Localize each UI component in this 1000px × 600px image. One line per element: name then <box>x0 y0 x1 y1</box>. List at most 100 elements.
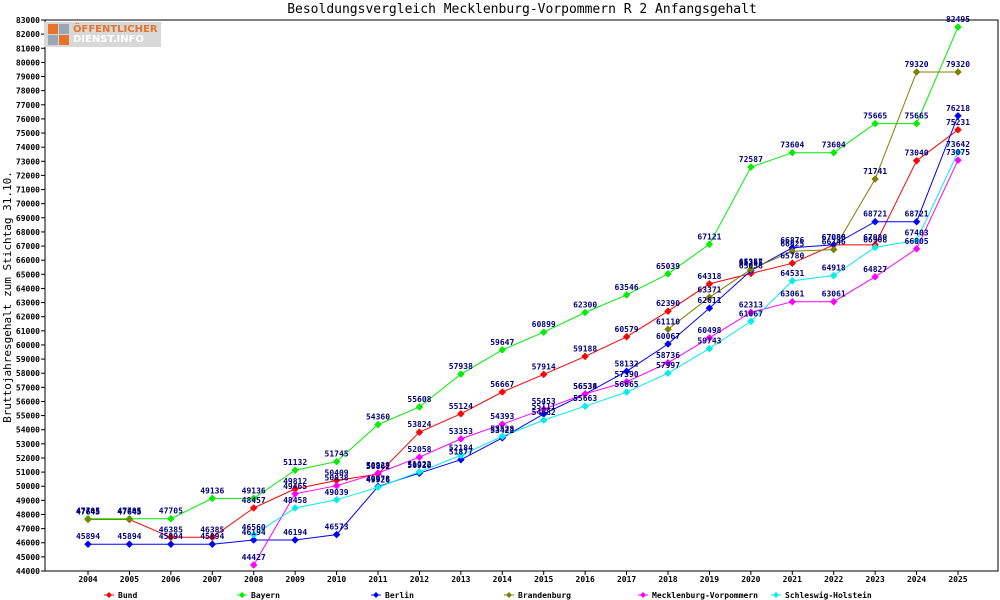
logo-mark-icon <box>47 24 69 46</box>
series-line <box>88 26 959 520</box>
publisher-logo: ÖFFENTLICHER DIENST.INFO <box>44 22 161 47</box>
data-point <box>291 536 299 544</box>
data-label: 51022 <box>407 460 431 469</box>
data-point <box>912 156 921 165</box>
x-tick-label: 2012 <box>410 575 429 584</box>
data-point <box>664 369 672 378</box>
legend-item-berlin: Berlin <box>371 590 414 600</box>
data-label: 73642 <box>946 140 970 149</box>
data-point <box>498 420 507 429</box>
data-label: 57390 <box>615 370 639 379</box>
data-point <box>871 119 879 128</box>
data-label: 75231 <box>946 118 970 127</box>
data-point <box>84 540 92 549</box>
data-label: 56667 <box>490 380 514 389</box>
data-point <box>457 409 465 418</box>
data-point <box>581 390 589 398</box>
data-label: 53528 <box>490 424 514 433</box>
series-berlin <box>84 111 962 549</box>
y-tick-label: 47000 <box>16 525 40 534</box>
series-line <box>667 71 958 330</box>
data-label: 46385 <box>200 525 224 534</box>
y-tick-label: 70000 <box>16 200 40 209</box>
data-point <box>84 515 92 524</box>
x-tick-label: 2022 <box>824 575 843 584</box>
legend: Bund Bayern Berlin Brandenburg Mecklenburg-V… <box>104 590 872 600</box>
data-point <box>622 367 631 376</box>
data-point <box>167 514 175 523</box>
data-point <box>415 453 424 462</box>
data-label: 67121 <box>697 232 721 241</box>
y-tick-label: 58000 <box>16 369 40 378</box>
data-label: 52058 <box>407 445 431 454</box>
data-label: 64827 <box>863 265 887 274</box>
data-point <box>912 244 921 253</box>
data-label: 53824 <box>407 420 431 429</box>
y-tick-label: 44000 <box>16 567 40 576</box>
series-lines <box>84 23 962 569</box>
x-axis: 2004 2005 2006 2007 2008 2009 2010 2011 2012 2013… <box>78 571 968 584</box>
data-label: 66805 <box>905 237 929 246</box>
data-point <box>788 259 797 268</box>
data-label: 47645 <box>76 508 100 517</box>
data-label: 55453 <box>532 397 556 406</box>
data-label: 53353 <box>449 427 473 436</box>
data-point <box>788 148 797 157</box>
data-point <box>539 328 548 337</box>
data-label: 75665 <box>905 112 929 121</box>
x-tick-label: 2020 <box>741 575 760 584</box>
y-tick-label: 67000 <box>16 242 40 251</box>
data-point <box>788 297 797 306</box>
data-point <box>829 271 838 280</box>
data-label: 46573 <box>325 523 349 532</box>
legend-marker-icon <box>239 592 245 598</box>
data-label: 45894 <box>159 532 183 541</box>
data-label: 58736 <box>656 351 680 360</box>
data-point <box>954 111 962 120</box>
legend-label: Mecklenburg-Vorpommern <box>652 591 758 600</box>
data-label: 49039 <box>325 488 349 497</box>
data-label: 49978 <box>366 475 390 484</box>
legend-label: Berlin <box>385 590 414 600</box>
y-tick-label: 83000 <box>16 16 40 25</box>
data-label: 47645 <box>76 508 100 517</box>
data-label: 49812 <box>283 477 307 486</box>
data-label: 59188 <box>573 344 597 353</box>
data-label: 65780 <box>780 251 804 260</box>
data-point <box>622 291 631 299</box>
data-label: 46194 <box>283 528 307 537</box>
data-point <box>954 125 962 134</box>
y-tick-label: 80000 <box>16 58 40 67</box>
data-point <box>332 481 341 490</box>
data-label: 63061 <box>780 290 804 299</box>
y-tick-label: 79000 <box>16 73 40 82</box>
x-tick-label: 2010 <box>327 575 346 584</box>
data-label: 50862 <box>366 462 390 471</box>
legend-marker-icon <box>373 592 379 598</box>
data-label: 48457 <box>242 496 266 505</box>
data-point <box>291 466 299 475</box>
legend-item-bayern: Bayern <box>237 591 280 600</box>
data-label: 73604 <box>822 141 846 150</box>
data-label: 55663 <box>573 394 597 403</box>
data-label: 51745 <box>325 450 349 459</box>
y-tick-label: 74000 <box>16 143 40 152</box>
data-point <box>581 352 589 361</box>
data-point <box>705 334 714 342</box>
y-tick-label: 73000 <box>16 157 40 166</box>
data-label: 55608 <box>407 395 431 404</box>
y-tick-label: 76000 <box>16 115 40 124</box>
data-label: 75665 <box>863 112 887 121</box>
data-point <box>954 68 962 76</box>
data-point <box>954 23 962 31</box>
data-point <box>829 148 838 157</box>
data-point <box>498 346 507 354</box>
y-tick-label: 57000 <box>16 383 40 392</box>
data-label: 68721 <box>905 210 929 219</box>
series-line <box>253 151 959 536</box>
data-label: 73604 <box>780 141 804 150</box>
data-point <box>747 265 755 274</box>
data-point <box>457 370 465 378</box>
data-point <box>705 304 714 312</box>
